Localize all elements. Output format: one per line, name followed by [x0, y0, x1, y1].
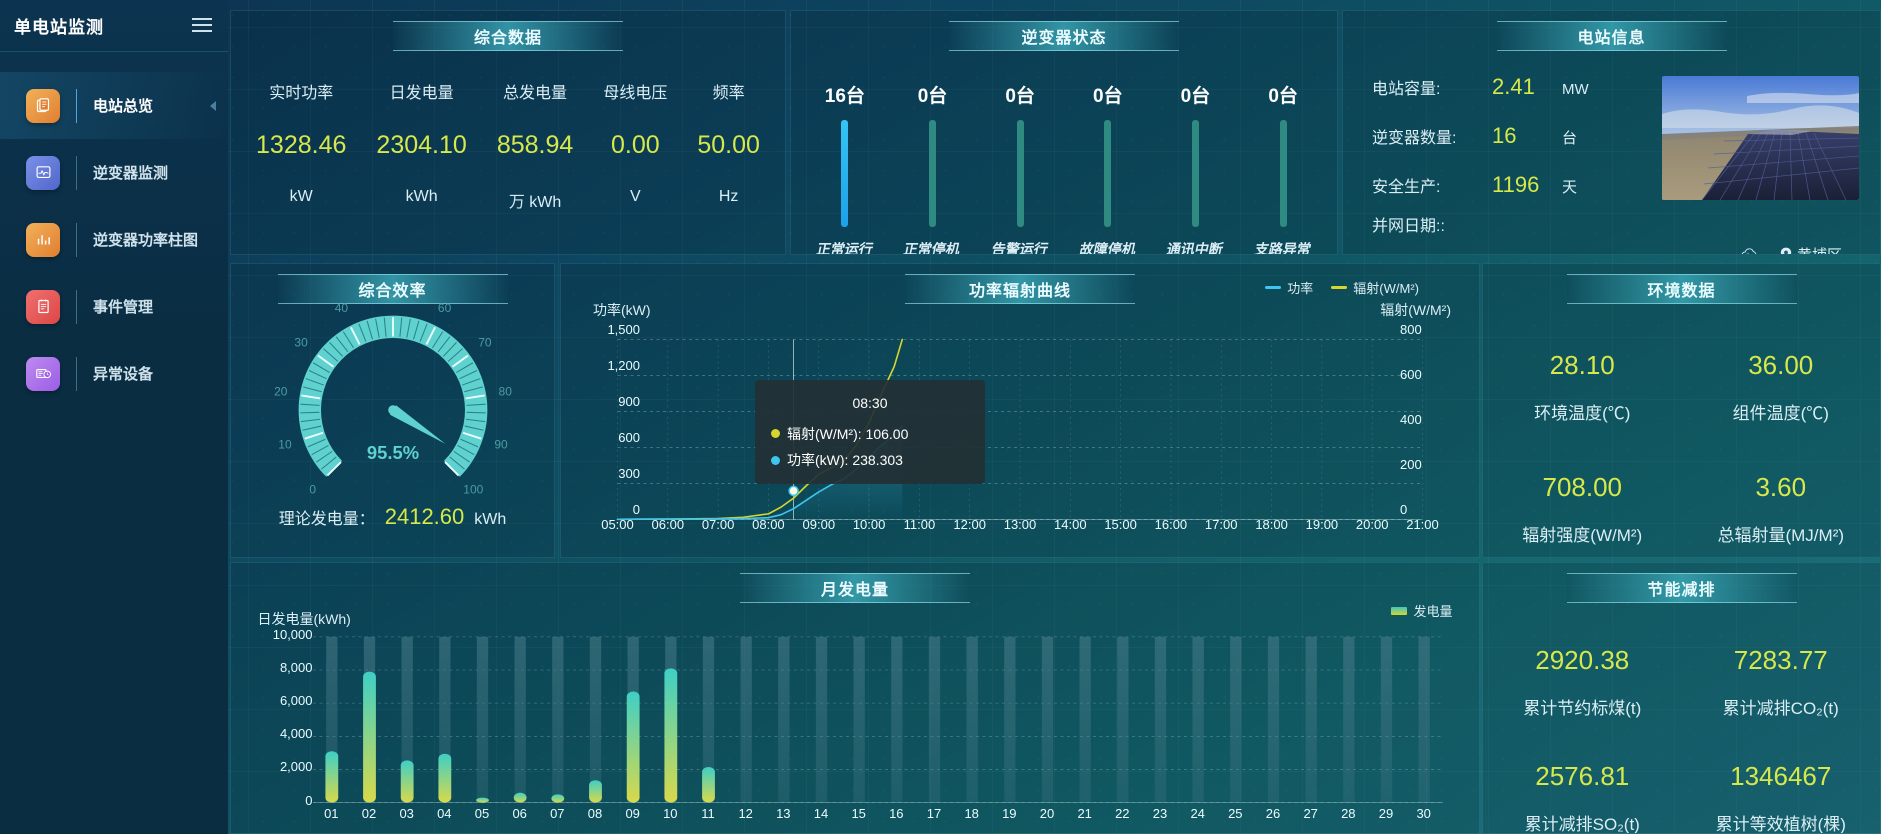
svg-text:70: 70	[478, 335, 492, 349]
svg-text:?: ?	[1746, 254, 1749, 255]
svg-text:20: 20	[274, 384, 288, 398]
svg-text:100: 100	[463, 482, 483, 496]
svg-text:0: 0	[309, 482, 316, 496]
svg-text:30: 30	[294, 335, 308, 349]
svg-text:80: 80	[498, 384, 512, 398]
